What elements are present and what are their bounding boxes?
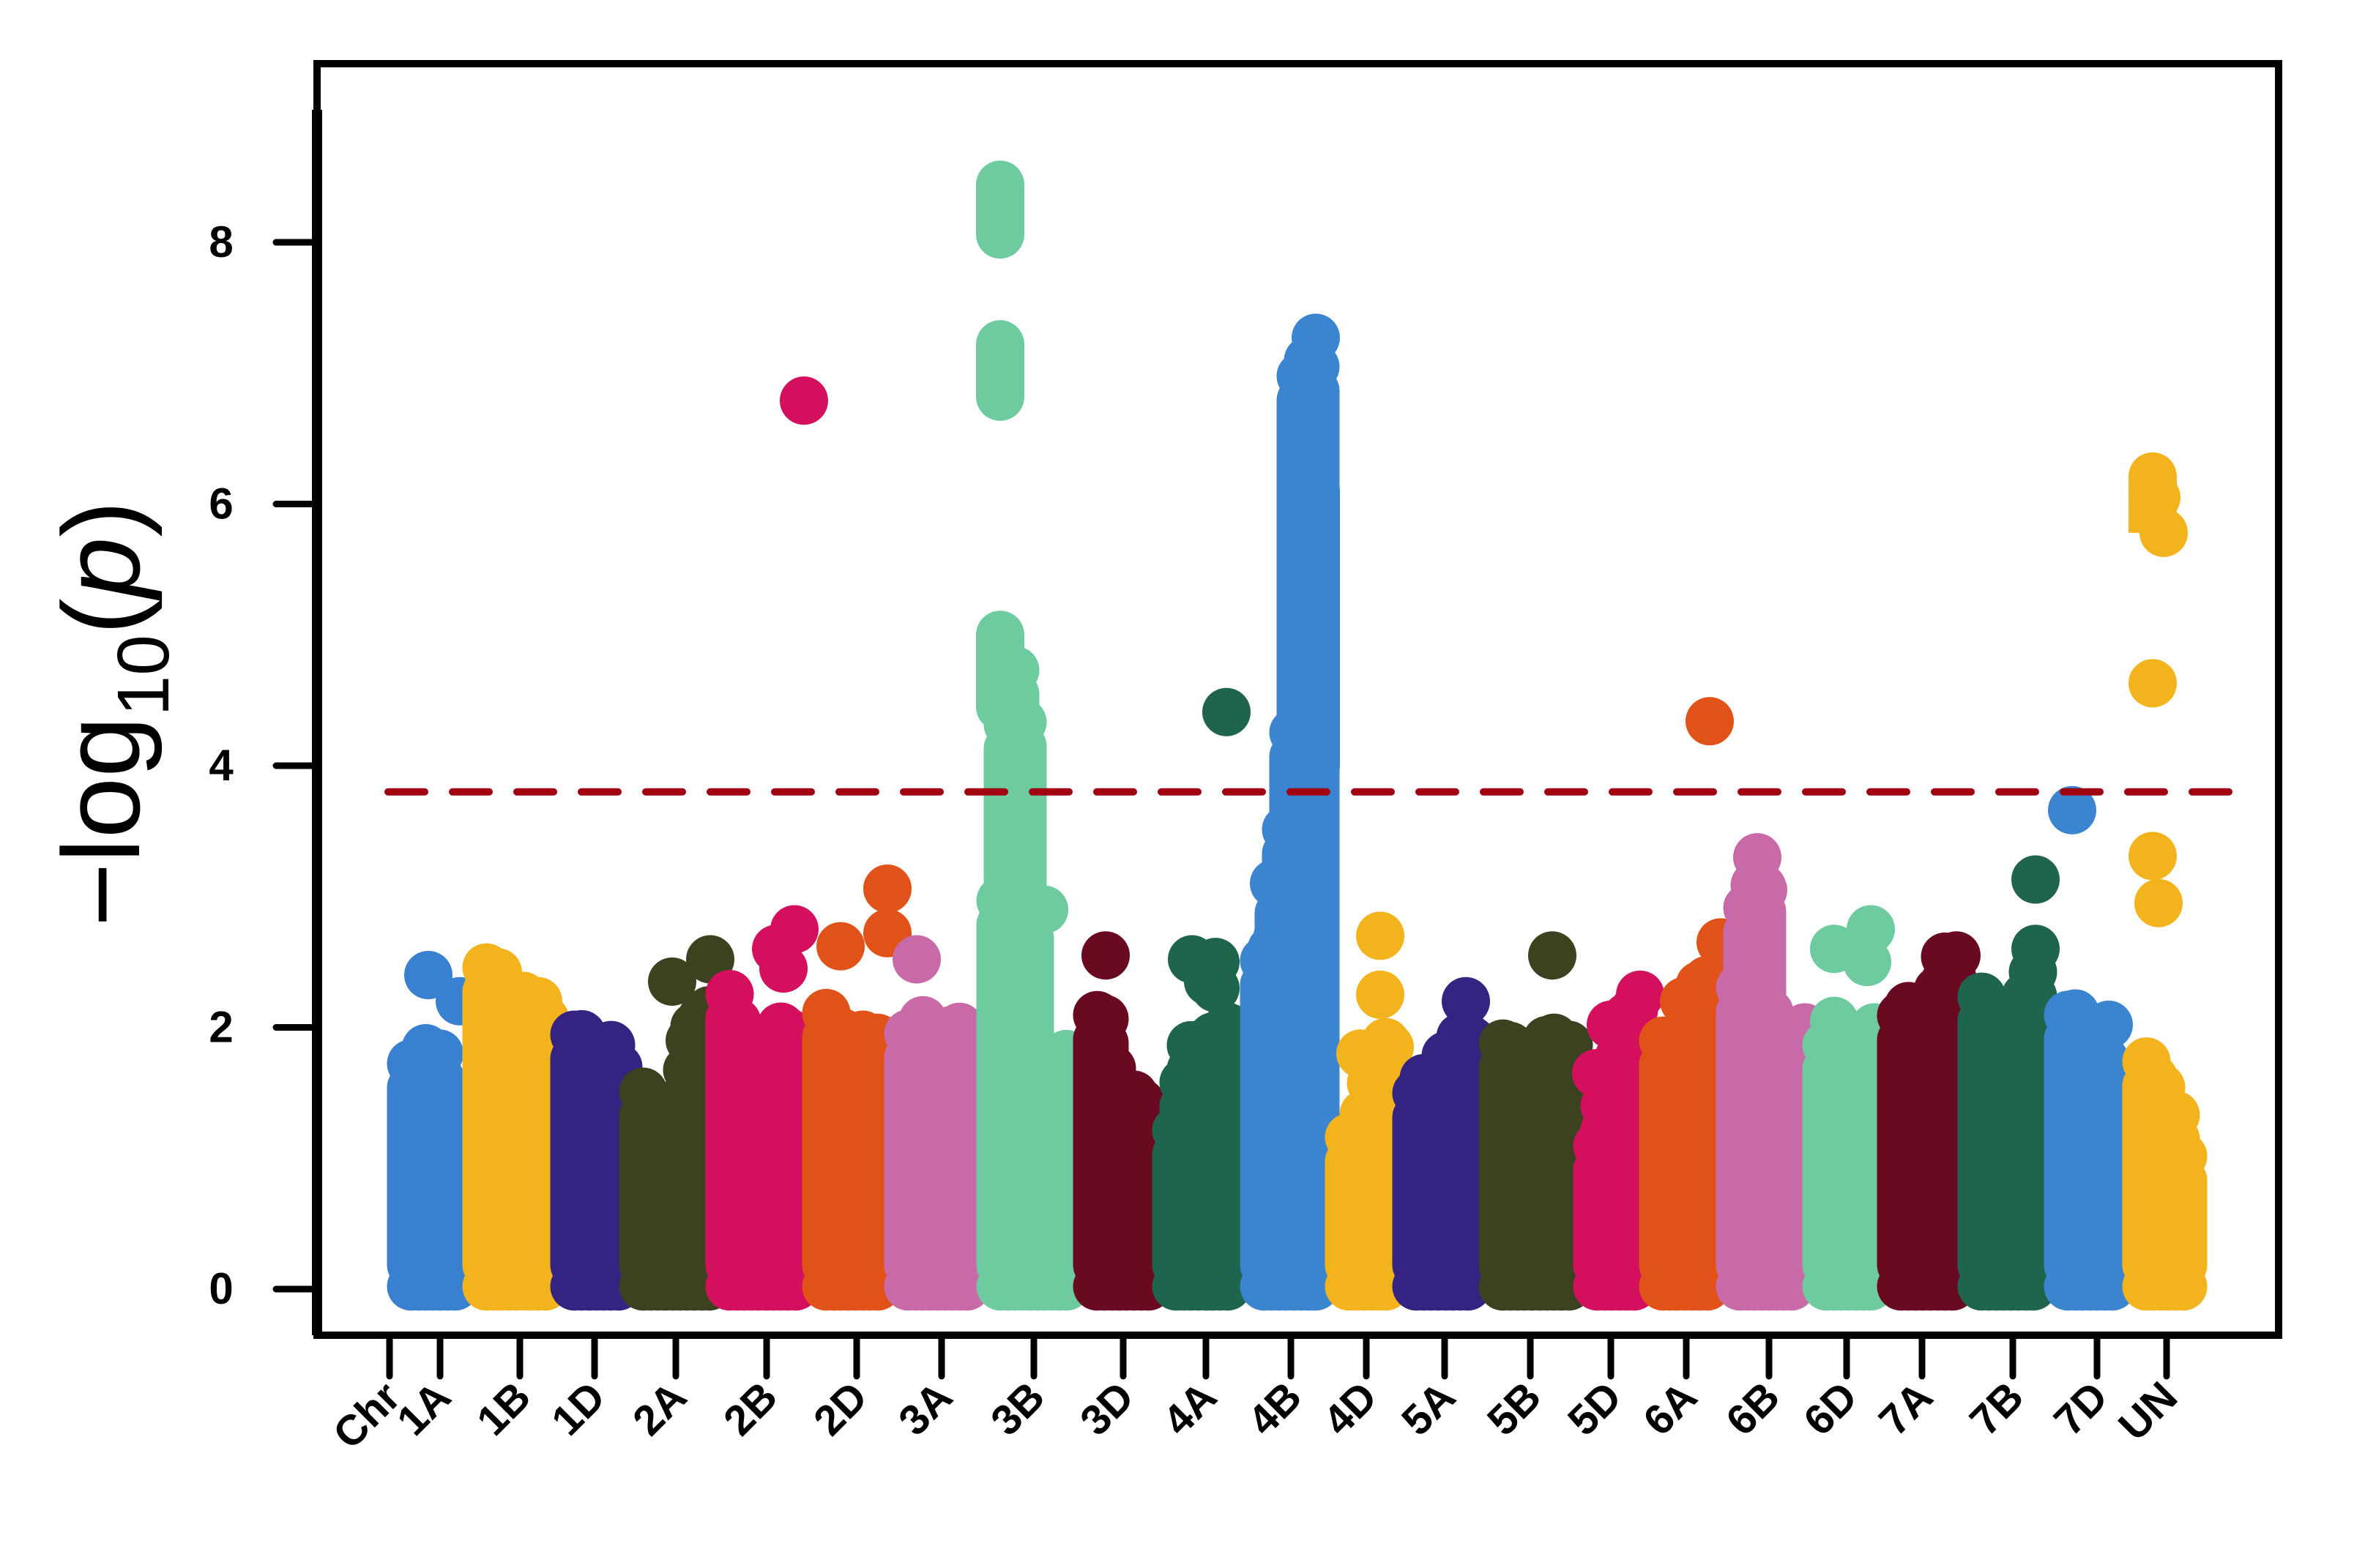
snp-point bbox=[2128, 832, 2177, 881]
snp-point bbox=[1660, 977, 1708, 1026]
chromosome-3B-points bbox=[976, 160, 1091, 1311]
snp-point bbox=[2134, 878, 2183, 927]
x-tick-label-7A: 7A bbox=[1870, 1373, 1942, 1444]
x-tick-label-5D: 5D bbox=[1559, 1373, 1631, 1444]
snp-point bbox=[2128, 659, 2177, 708]
snp-point bbox=[1250, 859, 1298, 908]
snp-point bbox=[893, 935, 941, 984]
x-tick-label-7B: 7B bbox=[1961, 1373, 2033, 1444]
chromosome-1B-points bbox=[462, 943, 570, 1311]
x-tick-label-5B: 5B bbox=[1478, 1373, 1550, 1444]
snp-point bbox=[780, 376, 828, 425]
x-tick-label-4A: 4A bbox=[1154, 1373, 1226, 1444]
y-axis-title-text: −log10(p) bbox=[40, 501, 185, 927]
snp-point bbox=[1686, 697, 1734, 746]
y-tick-label: 6 bbox=[209, 479, 233, 529]
chromosome-2B-points bbox=[705, 376, 828, 1311]
snp-point bbox=[2048, 785, 2096, 835]
x-tick-label-6A: 6A bbox=[1634, 1373, 1706, 1444]
snp-point bbox=[474, 948, 522, 997]
snp-point bbox=[770, 905, 819, 954]
snp-point bbox=[759, 944, 808, 993]
snp-point bbox=[1254, 911, 1302, 960]
y-tick-label: 2 bbox=[209, 1003, 233, 1052]
snp-point bbox=[1616, 970, 1664, 1019]
snp-point bbox=[1081, 931, 1130, 980]
snp-point bbox=[1191, 963, 1240, 1012]
x-tick-label-5A: 5A bbox=[1393, 1373, 1464, 1444]
chromosome-4B-points bbox=[1240, 313, 1340, 1311]
chromosome-6A-points bbox=[1639, 697, 1745, 1311]
x-tick-label-2D: 2D bbox=[805, 1373, 876, 1444]
chromosome-1A-points bbox=[387, 951, 484, 1311]
chromosome-7A-points bbox=[1877, 931, 1981, 1311]
chromosome-5D-points bbox=[1572, 970, 1664, 1311]
y-tick-label: 4 bbox=[209, 741, 234, 790]
x-tick-label-1D: 1D bbox=[543, 1373, 614, 1444]
x-tick-label-4B: 4B bbox=[1239, 1373, 1311, 1444]
chromosome-3D-points bbox=[1073, 931, 1173, 1311]
snp-point bbox=[1528, 931, 1576, 980]
snp-point bbox=[1202, 687, 1251, 736]
snp-point bbox=[1356, 911, 1404, 960]
x-tick-label-4D: 4D bbox=[1314, 1373, 1386, 1444]
snp-point bbox=[1739, 865, 1787, 914]
x-tick-label-2A: 2A bbox=[624, 1373, 696, 1444]
x-tick-label-3D: 3D bbox=[1071, 1373, 1143, 1444]
x-tick-label-7D: 7D bbox=[2045, 1373, 2117, 1444]
snp-point bbox=[1366, 1023, 1414, 1072]
x-tick-label-1B: 1B bbox=[468, 1373, 540, 1444]
snp-point bbox=[666, 1016, 714, 1065]
x-tick-label-3A: 3A bbox=[890, 1373, 961, 1444]
snp-point bbox=[816, 922, 865, 971]
y-tick-label: 0 bbox=[209, 1264, 233, 1313]
plot-frame bbox=[312, 60, 2282, 1339]
snp-point bbox=[1810, 996, 1858, 1045]
snp-point bbox=[863, 865, 912, 914]
chromosome-UN-points bbox=[2122, 452, 2208, 1311]
y-axis: 0 2 4 6 8 bbox=[209, 217, 321, 1313]
snp-point bbox=[648, 957, 696, 1006]
x-tick-label-6B: 6B bbox=[1717, 1373, 1789, 1444]
x-tick-label-3B: 3B bbox=[982, 1373, 1054, 1444]
snp-point bbox=[1356, 970, 1404, 1019]
snp-point bbox=[1442, 977, 1490, 1026]
chromosome-5A-points bbox=[1392, 977, 1496, 1311]
chromosome-4A-points bbox=[1152, 687, 1252, 1311]
snp-point bbox=[514, 977, 562, 1026]
chromosome-6D-points bbox=[1802, 905, 1899, 1311]
snp-point bbox=[1292, 313, 1340, 362]
snp-point bbox=[1843, 938, 1891, 987]
snp-point bbox=[1020, 885, 1068, 934]
x-tick-label-6D: 6D bbox=[1795, 1373, 1866, 1444]
y-tick-label: 8 bbox=[209, 217, 233, 266]
snp-point bbox=[2011, 925, 2060, 974]
chromosome-3A-points bbox=[884, 935, 991, 1311]
snp-points bbox=[387, 160, 2208, 1311]
snp-point bbox=[1572, 1049, 1620, 1098]
snp-point bbox=[415, 1029, 463, 1078]
snp-point bbox=[1932, 931, 1981, 980]
snp-point bbox=[1587, 1000, 1635, 1049]
snp-point bbox=[2085, 1000, 2133, 1049]
x-tick-label-UN: UN bbox=[2109, 1373, 2186, 1449]
x-tick-label-1A: 1A bbox=[388, 1373, 460, 1444]
snp-point bbox=[2011, 855, 2060, 904]
x-tick-label-2B: 2B bbox=[715, 1373, 786, 1444]
y-axis-title: −log10(p) bbox=[40, 501, 185, 927]
